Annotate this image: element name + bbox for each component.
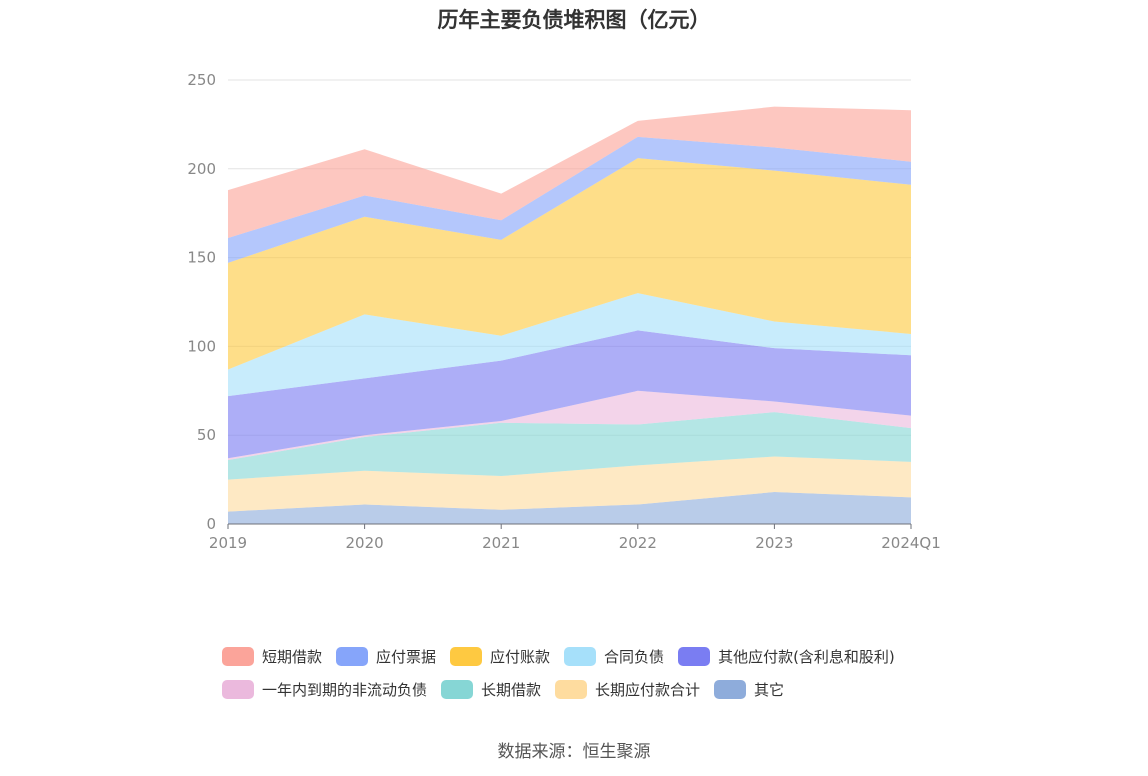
area-series-2 — [228, 412, 911, 480]
legend-row-1: 短期借款 应付票据 应付账款 合同负债 其他应付款(含利息和股利) — [222, 640, 982, 673]
legend-item[interactable]: 合同负债 — [564, 646, 664, 667]
area-series-7 — [228, 136, 911, 263]
area-series-5 — [228, 293, 911, 397]
legend-item[interactable]: 应付账款 — [450, 646, 550, 667]
area-series-4 — [228, 330, 911, 459]
legend-item[interactable]: 其他应付款(含利息和股利) — [678, 646, 895, 667]
legend-label: 应付票据 — [376, 648, 437, 666]
legend-label: 一年内到期的非流动负债 — [262, 681, 428, 699]
legend-label: 其它 — [754, 681, 785, 699]
legend-row-2: 一年内到期的非流动负债 长期借款 长期应付款合计 其它 — [222, 673, 982, 706]
area-series-0 — [228, 492, 911, 524]
legend-item[interactable]: 应付票据 — [336, 646, 436, 667]
x-tick-label-2: 2021 — [482, 534, 520, 552]
area-series-layer — [228, 106, 911, 524]
y-tick-label-0: 0 — [206, 515, 216, 533]
chart-title: 历年主要负债堆积图（亿元） — [437, 8, 711, 32]
legend-swatch — [450, 647, 483, 666]
legend-swatch — [714, 680, 747, 699]
legend-item[interactable]: 长期应付款合计 — [555, 679, 700, 700]
x-tick-label-3: 2022 — [619, 534, 657, 552]
legend-item[interactable]: 长期借款 — [441, 679, 541, 700]
y-tick-label-250: 250 — [187, 71, 216, 89]
x-tick-label-4: 2023 — [755, 534, 793, 552]
legend-swatch — [441, 680, 474, 699]
legend-swatch — [336, 647, 369, 666]
x-tick-label-0: 2019 — [209, 534, 247, 552]
legend-swatch — [678, 647, 711, 666]
y-tick-label-100: 100 — [187, 337, 216, 355]
legend-item[interactable]: 其它 — [714, 679, 784, 700]
legend-label: 其他应付款(含利息和股利) — [718, 648, 895, 666]
x-tick-label-5: 2024Q1 — [881, 534, 941, 552]
stacked-area-chart: 0 50 100 150 200 250 2019 2020 2021 2022 2023 2024Q… — [187, 71, 940, 552]
y-tick-label-50: 50 — [197, 426, 216, 444]
x-tick-label-1: 2020 — [346, 534, 384, 552]
data-source-note: 数据来源：恒生聚源 — [497, 742, 651, 762]
legend-label: 长期应付款合计 — [595, 681, 701, 699]
area-series-1 — [228, 456, 911, 512]
legend-swatch — [555, 680, 588, 699]
legend-label: 长期借款 — [481, 681, 542, 699]
legend-item[interactable]: 短期借款 — [222, 646, 322, 667]
axes: 0 50 100 150 200 250 2019 2020 2021 2022 2023 2024Q… — [187, 71, 940, 552]
area-series-3 — [228, 390, 911, 461]
legend-item[interactable]: 一年内到期的非流动负债 — [222, 679, 427, 700]
y-tick-label-150: 150 — [187, 249, 216, 267]
legend-label: 短期借款 — [262, 648, 323, 666]
legend-label: 应付账款 — [490, 648, 551, 666]
y-tick-label-200: 200 — [187, 160, 216, 178]
area-series-6 — [228, 158, 911, 370]
legend: 短期借款 应付票据 应付账款 合同负债 其他应付款(含利息和股利) 一年内到期的非流动负… — [222, 640, 982, 706]
legend-swatch — [222, 680, 254, 699]
legend-swatch — [564, 647, 597, 666]
area-series-8 — [228, 106, 911, 239]
legend-swatch — [222, 647, 254, 666]
legend-label: 合同负债 — [604, 648, 665, 666]
